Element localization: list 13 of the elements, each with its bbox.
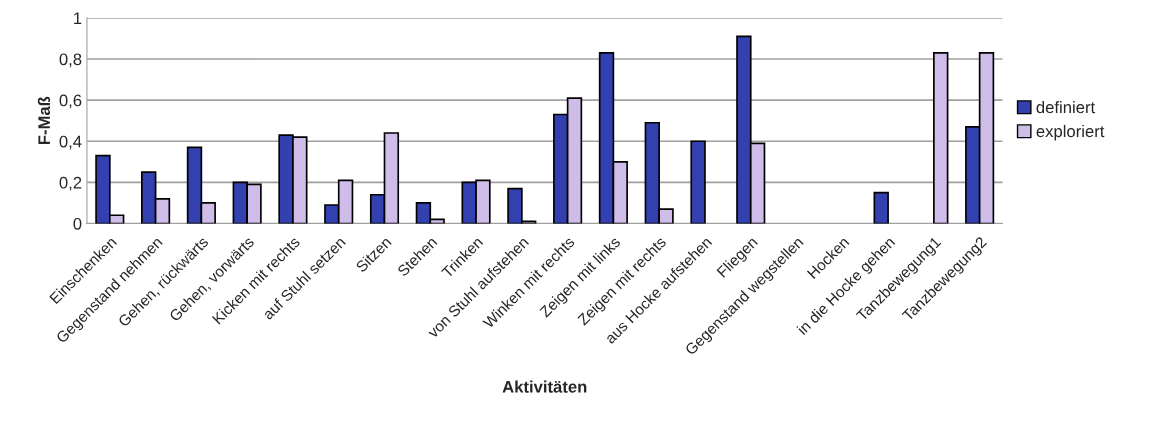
y-tick-label: 0,8 (59, 53, 82, 68)
x-axis-title: Aktivitäten (502, 380, 587, 393)
bar (873, 191, 889, 224)
y-tick-label: 0 (73, 217, 82, 230)
y-tick-label: 1 (74, 12, 82, 24)
legend-label: exploriert (1036, 124, 1105, 141)
y-axis-title: F-Maß (37, 96, 51, 145)
bar (690, 140, 706, 224)
y-tick-label: 0,2 (59, 176, 82, 191)
y-tick-label: 0,6 (59, 94, 82, 109)
legend-label: definiert (1036, 100, 1096, 114)
bar (933, 52, 949, 224)
y-tick-label: 0,4 (59, 135, 82, 150)
